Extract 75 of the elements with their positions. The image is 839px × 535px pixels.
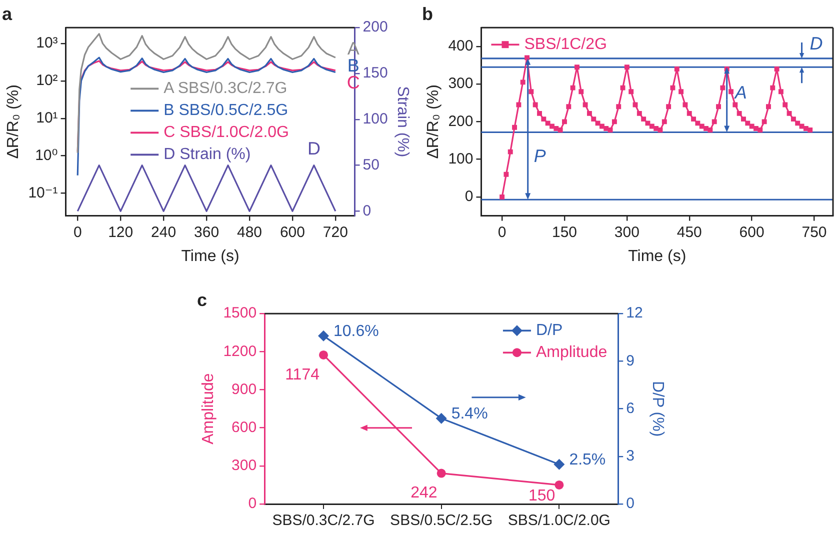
y-tick-label: 1200 <box>223 342 257 360</box>
x-tick-label: 480 <box>236 224 262 241</box>
y2-tick-label: 150 <box>362 64 388 82</box>
x-tick-label: 450 <box>676 224 702 241</box>
legend-label: C SBS/1.0C/2.0G <box>164 124 289 142</box>
x-tick-label: 600 <box>280 224 305 241</box>
legend-label: D Strain (%) <box>164 146 251 164</box>
x-tick-label: 360 <box>194 224 220 241</box>
y-tick-label: 600 <box>232 418 257 436</box>
y-tick-label: 10⁰ <box>35 146 58 164</box>
x-tick-label: 240 <box>151 224 176 241</box>
y-axis-title: Amplitude <box>200 373 218 444</box>
y2-tick-label: 0 <box>362 202 372 220</box>
x-axis-title: Time (s) <box>628 248 686 265</box>
x-tick-label: 600 <box>739 224 764 241</box>
y-tick-label: 400 <box>448 38 474 55</box>
y-tick-label: 300 <box>448 75 474 92</box>
y-tick-label: 10¹ <box>36 109 58 126</box>
x-tick-label: SBS/0.3C/2.7G <box>272 512 375 530</box>
legend-label: A SBS/0.3C/2.7G <box>164 80 288 98</box>
x-tick-label: 120 <box>108 224 134 241</box>
point <box>554 458 565 470</box>
x-tick-label: 0 <box>73 224 82 241</box>
y2-tick-label: 0 <box>626 495 634 512</box>
x-tick-label: 150 <box>552 224 577 241</box>
data-label: 10.6% <box>333 323 379 340</box>
y2-axis-title: D/P (%) <box>648 380 666 437</box>
y2-tick-label: 50 <box>362 156 380 174</box>
point <box>318 330 329 342</box>
y-tick-label: 0 <box>248 495 257 512</box>
y-tick-label: 300 <box>232 457 257 474</box>
legend-label: B SBS/0.5C/2.5G <box>164 102 288 120</box>
x-axis-title: Time (s) <box>181 248 240 265</box>
y-tick-label: 100 <box>448 150 474 168</box>
chart-title: c <box>197 290 208 310</box>
y2-tick-label: 200 <box>362 18 388 36</box>
data-label: 150 <box>528 487 556 504</box>
point <box>436 468 446 478</box>
x-tick-label: 300 <box>614 224 640 241</box>
y-axis-title: ΔR/R₀ (%) <box>425 84 442 159</box>
annotation: P <box>534 146 546 166</box>
legend-label: D/P <box>536 322 563 340</box>
y-tick-label: 10³ <box>36 34 58 52</box>
point <box>318 350 328 360</box>
data-label: 5.4% <box>451 406 488 423</box>
annotation: D <box>810 33 823 54</box>
chart-title: b <box>422 4 433 24</box>
y-tick-label: 200 <box>448 112 474 130</box>
annotation: D <box>307 138 320 158</box>
y-tick-label: 10⁻¹ <box>28 184 58 202</box>
data-label: 2.5% <box>569 452 606 469</box>
y2-tick-label: 3 <box>626 448 634 465</box>
y2-tick-label: 6 <box>626 400 634 417</box>
y2-axis-title: Strain (%) <box>394 86 411 158</box>
data-label: 1174 <box>285 366 320 384</box>
legend-label: SBS/1C/2G <box>524 36 607 54</box>
x-tick-label: 720 <box>322 224 348 241</box>
y-tick-label: 10² <box>36 72 58 90</box>
y-tick-label: 0 <box>464 188 474 206</box>
x-tick-label: SBS/1.0C/2.0G <box>508 512 610 530</box>
point <box>436 412 447 424</box>
y2-tick-label: 12 <box>626 304 643 322</box>
y-tick-label: 1500 <box>223 304 257 322</box>
x-tick-label: 0 <box>498 224 506 241</box>
chart-title: a <box>2 4 13 24</box>
y-tick-label: 900 <box>232 380 257 398</box>
x-tick-label: 750 <box>802 224 827 241</box>
y2-tick-label: 100 <box>362 110 388 128</box>
annotation: A <box>734 82 747 103</box>
point <box>554 480 564 490</box>
legend-label: Amplitude <box>536 344 608 362</box>
y-axis-title: ΔR/R₀ (%) <box>5 84 22 159</box>
data-label: 242 <box>410 484 438 502</box>
y2-tick-label: 9 <box>626 352 634 370</box>
x-tick-label: SBS/0.5C/2.5G <box>390 512 493 530</box>
